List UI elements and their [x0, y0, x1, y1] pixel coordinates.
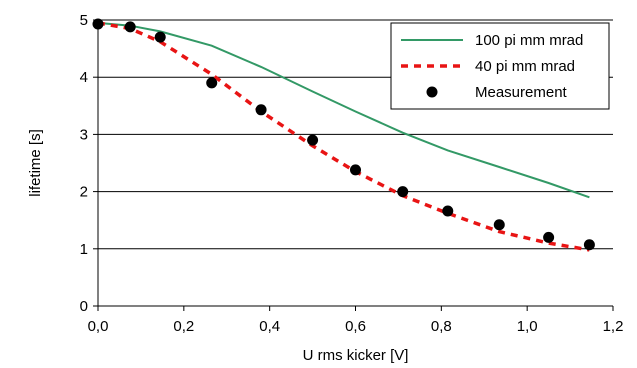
measurement-point: [92, 18, 104, 30]
y-tick-label: 2: [80, 184, 88, 201]
x-tick-label: 0,0: [88, 318, 109, 335]
x-tick-label: 0,2: [173, 318, 194, 335]
measurement-point: [154, 31, 166, 43]
x-tick-label: 0,4: [259, 318, 280, 335]
measurement-point: [397, 186, 409, 198]
y-tick-label: 5: [80, 12, 88, 29]
measurement-point: [206, 77, 218, 89]
y-tick-label: 1: [80, 241, 88, 258]
legend: 100 pi mm mrad 40 pi mm mrad Measurement: [390, 22, 610, 110]
measurement-point: [255, 104, 267, 116]
y-tick-label: 0: [80, 298, 88, 315]
x-axis-title: U rms kicker [V]: [303, 347, 409, 364]
data-series: [92, 18, 595, 252]
series-line-40-pi: [97, 21, 590, 252]
series-line-100-pi: [97, 21, 590, 199]
measurement-point: [124, 21, 136, 33]
y-tick-label: 4: [80, 69, 88, 86]
measurement-point: [493, 219, 505, 231]
legend-label: 100 pi mm mrad: [475, 32, 583, 49]
x-tick-label: 0,6: [345, 318, 366, 335]
x-tick-label: 0,8: [431, 318, 452, 335]
measurement-point: [442, 205, 454, 217]
tick-labels: 0 1 2 3 4 5 0,0 0,2 0,4 0,6 0,8 1,0 1,2: [80, 12, 624, 335]
y-axis-title: lifetime [s]: [27, 129, 44, 197]
x-tick-label: 1,0: [517, 318, 538, 335]
measurement-point: [307, 134, 319, 146]
legend-label: 40 pi mm mrad: [475, 58, 575, 75]
legend-swatch-measurement: [426, 86, 438, 98]
measurement-point: [583, 239, 595, 251]
x-tick-label: 1,2: [603, 318, 624, 335]
axes: [93, 19, 614, 311]
y-tick-label: 3: [80, 126, 88, 143]
legend-label: Measurement: [475, 84, 568, 101]
measurement-point: [543, 231, 555, 243]
measurement-point: [350, 164, 361, 176]
